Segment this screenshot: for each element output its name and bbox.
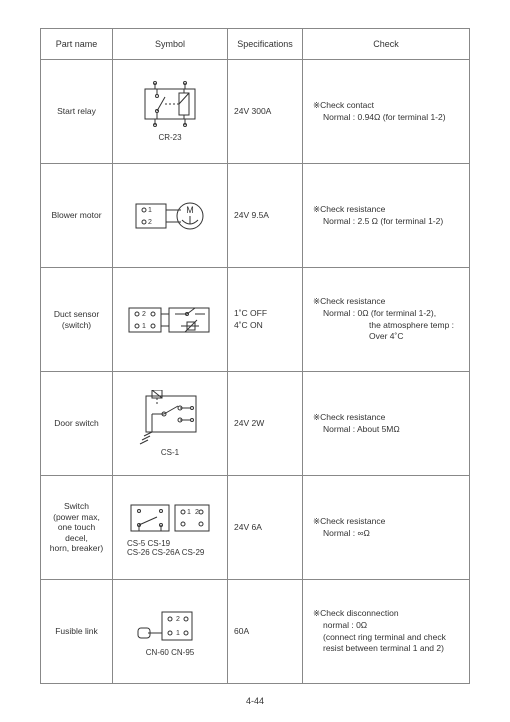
door-switch-symbol-icon xyxy=(130,390,210,446)
svg-text:M: M xyxy=(186,205,194,215)
specs-cell: 24V 300A xyxy=(228,60,303,164)
table-header-row: Part name Symbol Specifications Check xyxy=(41,29,470,60)
specs-cell: 24V 9.5A xyxy=(228,164,303,268)
check-cell: ※Check contact Normal : 0.94Ω (for termi… xyxy=(303,60,470,164)
partname-cell: Blower motor xyxy=(41,164,113,268)
check-line: Normal : 0Ω (for terminal 1-2), xyxy=(313,308,463,320)
partname-cell: Switch (power max, one touch decel, horn… xyxy=(41,476,113,580)
spec-table: Part name Symbol Specifications Check St… xyxy=(40,28,470,684)
check-line: ※Check resistance xyxy=(313,204,463,216)
partname-text: Door switch xyxy=(54,418,98,428)
header-check: Check xyxy=(303,29,470,60)
check-line: ※Check resistance xyxy=(313,412,463,424)
svg-text:1: 1 xyxy=(142,323,146,330)
svg-text:2: 2 xyxy=(176,616,180,623)
partname-text: Switch (power max, one touch decel, horn… xyxy=(50,501,103,554)
specs-text: 60A xyxy=(234,626,249,636)
check-line: normal : 0Ω xyxy=(313,620,463,632)
svg-text:2: 2 xyxy=(142,311,146,318)
symbol-caption: CN-60 CN-95 xyxy=(119,648,221,657)
header-specs: Specifications xyxy=(228,29,303,60)
specs-cell: 24V 2W xyxy=(228,372,303,476)
partname-text: Blower motor xyxy=(51,210,101,220)
table-row: Start relay xyxy=(41,60,470,164)
check-line: Over 4˚C xyxy=(313,331,463,343)
svg-text:1: 1 xyxy=(176,630,180,637)
partname-cell: Start relay xyxy=(41,60,113,164)
check-line: the atmosphere temp : xyxy=(313,320,463,332)
symbol-cell: 2 1 CN-60 CN-95 xyxy=(113,580,228,684)
check-cell: ※Check resistance Normal : About 5MΩ xyxy=(303,372,470,476)
partname-cell: Fusible link xyxy=(41,580,113,684)
page-number: 4-44 xyxy=(0,696,510,706)
blower-motor-symbol-icon: 1 2 M xyxy=(130,196,210,236)
partname-text: Start relay xyxy=(57,106,96,116)
switch-group-symbol-icon: 1 2 xyxy=(125,499,215,537)
partname-text: Fusible link xyxy=(55,626,98,636)
symbol-cell: CR-23 xyxy=(113,60,228,164)
table-row: Blower motor 1 2 M xyxy=(41,164,470,268)
specs-text: 24V 2W xyxy=(234,418,264,428)
table-row: Switch (power max, one touch decel, horn… xyxy=(41,476,470,580)
check-line: Normal : About 5MΩ xyxy=(313,424,463,436)
symbol-cell: 1 2 CS-5 CS-19 CS-26 CS-26A CS-29 xyxy=(113,476,228,580)
fusible-link-symbol-icon: 2 1 xyxy=(130,606,210,646)
specs-text: 24V 9.5A xyxy=(234,210,269,220)
symbol-cell: 1 2 M xyxy=(113,164,228,268)
check-line: Normal : 0.94Ω (for terminal 1-2) xyxy=(313,112,463,124)
symbol-cell: CS-1 xyxy=(113,372,228,476)
check-cell: ※Check resistance Normal : ∞Ω xyxy=(303,476,470,580)
table-row: Door switch xyxy=(41,372,470,476)
check-line: Normal : 2.5 Ω (for terminal 1-2) xyxy=(313,216,463,228)
specs-cell: 1˚C OFF 4˚C ON xyxy=(228,268,303,372)
check-line: (connect ring terminal and check resist … xyxy=(313,632,463,656)
specs-cell: 24V 6A xyxy=(228,476,303,580)
symbol-caption: CS-1 xyxy=(119,448,221,457)
svg-text:2: 2 xyxy=(195,509,199,516)
specs-text: 24V 6A xyxy=(234,522,262,532)
specs-text: 24V 300A xyxy=(234,106,271,116)
check-line: ※Check disconnection xyxy=(313,608,463,620)
symbol-cell: 2 1 xyxy=(113,268,228,372)
svg-text:1: 1 xyxy=(148,207,152,214)
symbol-caption: CR-23 xyxy=(119,133,221,142)
check-line: Normal : ∞Ω xyxy=(313,528,463,540)
svg-text:2: 2 xyxy=(148,219,152,226)
partname-text: Duct sensor (switch) xyxy=(54,309,99,330)
check-line: ※Check contact xyxy=(313,100,463,112)
start-relay-symbol-icon xyxy=(135,81,205,131)
header-partname: Part name xyxy=(41,29,113,60)
partname-cell: Door switch xyxy=(41,372,113,476)
specs-cell: 60A xyxy=(228,580,303,684)
symbol-caption: CS-5 CS-19 CS-26 CS-26A CS-29 xyxy=(119,539,221,557)
table-row: Fusible link 2 1 CN-6 xyxy=(41,580,470,684)
table-row: Duct sensor (switch) 2 1 xyxy=(41,268,470,372)
specs-text: 1˚C OFF 4˚C ON xyxy=(234,308,267,330)
page: Part name Symbol Specifications Check St… xyxy=(0,0,510,722)
svg-text:1: 1 xyxy=(187,509,191,516)
check-line: ※Check resistance xyxy=(313,516,463,528)
check-cell: ※Check disconnection normal : 0Ω (connec… xyxy=(303,580,470,684)
header-symbol: Symbol xyxy=(113,29,228,60)
partname-cell: Duct sensor (switch) xyxy=(41,268,113,372)
check-cell: ※Check resistance Normal : 0Ω (for termi… xyxy=(303,268,470,372)
check-cell: ※Check resistance Normal : 2.5 Ω (for te… xyxy=(303,164,470,268)
check-line: ※Check resistance xyxy=(313,296,463,308)
duct-sensor-symbol-icon: 2 1 xyxy=(125,300,215,340)
